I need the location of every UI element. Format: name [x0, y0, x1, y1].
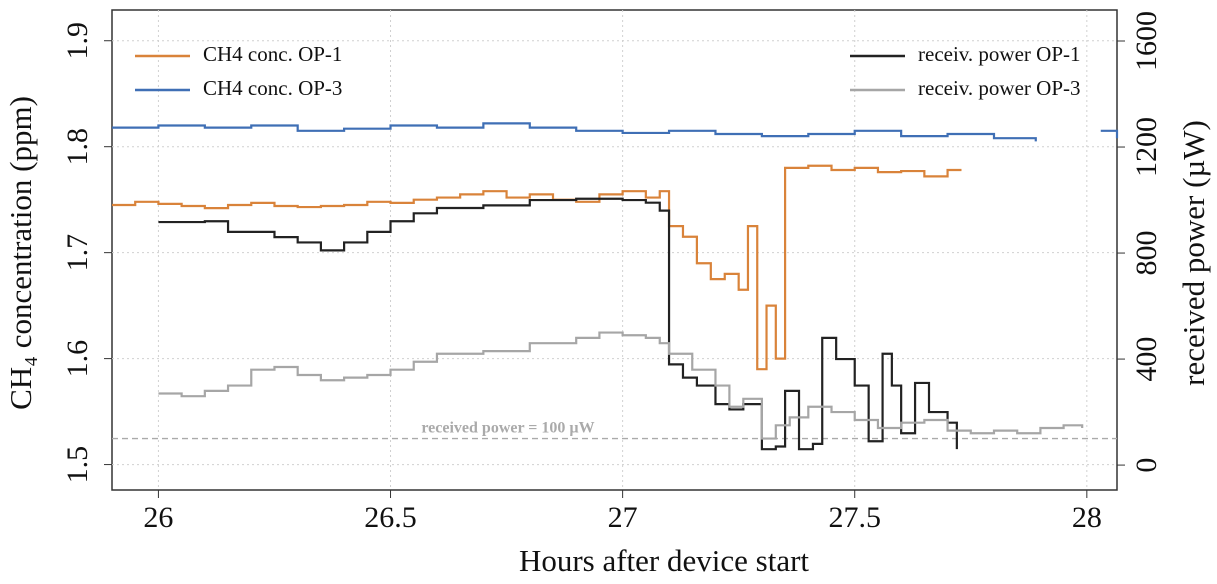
y2-axis-title: received power (µW) [1176, 120, 1211, 386]
reference-label: received power = 100 µW [421, 419, 594, 436]
y-tick-label: 1.7 [61, 234, 94, 271]
y-tick-label: 1.8 [61, 128, 94, 166]
y-tick-label: 1.6 [61, 340, 94, 378]
x-axis-title: Hours after device start [519, 543, 809, 578]
plot-frame [111, 9, 1118, 491]
legend-label: receiv. power OP-1 [918, 42, 1081, 66]
x-tick-label: 26.5 [364, 501, 417, 534]
x-tick-label: 27 [608, 501, 638, 534]
series-line [112, 122, 1119, 142]
y2-tick-label: 1600 [1130, 11, 1163, 71]
series-line [112, 164, 962, 371]
y-tick-label: 1.9 [61, 22, 94, 60]
series-line [158, 331, 1084, 440]
x-tick-label: 26 [143, 501, 173, 534]
y2-tick-label: 0 [1130, 458, 1163, 473]
series-line [158, 197, 958, 451]
legend-label: CH4 conc. OP-3 [203, 76, 342, 100]
y2-tick-label: 1200 [1130, 117, 1163, 177]
y2-tick-label: 800 [1130, 231, 1163, 276]
y-tick-label: 1.5 [61, 446, 94, 484]
legend-label: receiv. power OP-3 [918, 76, 1081, 100]
legend-label: CH4 conc. OP-1 [203, 42, 342, 66]
x-tick-label: 27.5 [828, 501, 881, 534]
y2-tick-label: 400 [1130, 337, 1163, 382]
y-axis-title: CH₄ concentration (ppm) [3, 96, 38, 410]
x-tick-label: 28 [1072, 501, 1102, 534]
